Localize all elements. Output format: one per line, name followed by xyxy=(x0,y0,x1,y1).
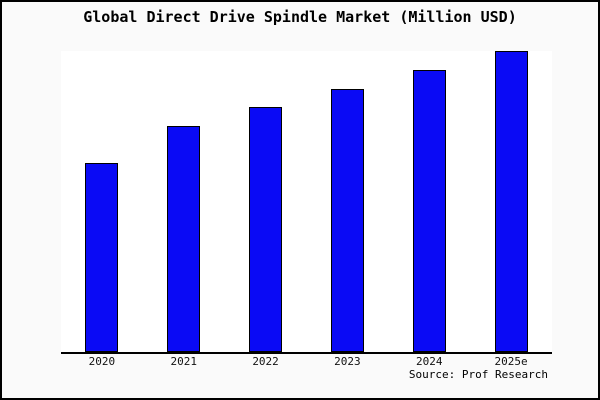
x-tick-label-2024: 2024 xyxy=(415,355,443,368)
bar-slot-2020 xyxy=(61,51,143,352)
x-tick-labels: 2020 2021 2022 2023 2024 2025e xyxy=(61,355,552,368)
x-tick-label-2021: 2021 xyxy=(170,355,197,368)
bar-2025e xyxy=(494,51,528,352)
bar-slot-2024 xyxy=(388,51,470,352)
bar-slot-2021 xyxy=(143,51,225,352)
x-tick-label-2025e: 2025e xyxy=(494,355,528,368)
x-axis-line xyxy=(61,352,552,354)
bar-slot-2025e xyxy=(470,51,552,352)
x-tick-label-2023: 2023 xyxy=(334,355,361,368)
source-credit: Source: Prof Research xyxy=(408,368,548,381)
x-tick-label-2020: 2020 xyxy=(88,355,116,368)
chart-title: Global Direct Drive Spindle Market (Mill… xyxy=(83,8,517,26)
bar-slot-2023 xyxy=(306,51,388,352)
bar-2022 xyxy=(249,107,283,352)
bar-2023 xyxy=(330,89,364,352)
plot-area xyxy=(61,51,552,354)
bar-2021 xyxy=(167,126,201,352)
bars-container xyxy=(61,51,552,352)
bar-slot-2022 xyxy=(225,51,307,352)
bar-2020 xyxy=(85,163,119,352)
bar-2024 xyxy=(412,69,446,352)
x-tick-label-2022: 2022 xyxy=(252,355,279,368)
